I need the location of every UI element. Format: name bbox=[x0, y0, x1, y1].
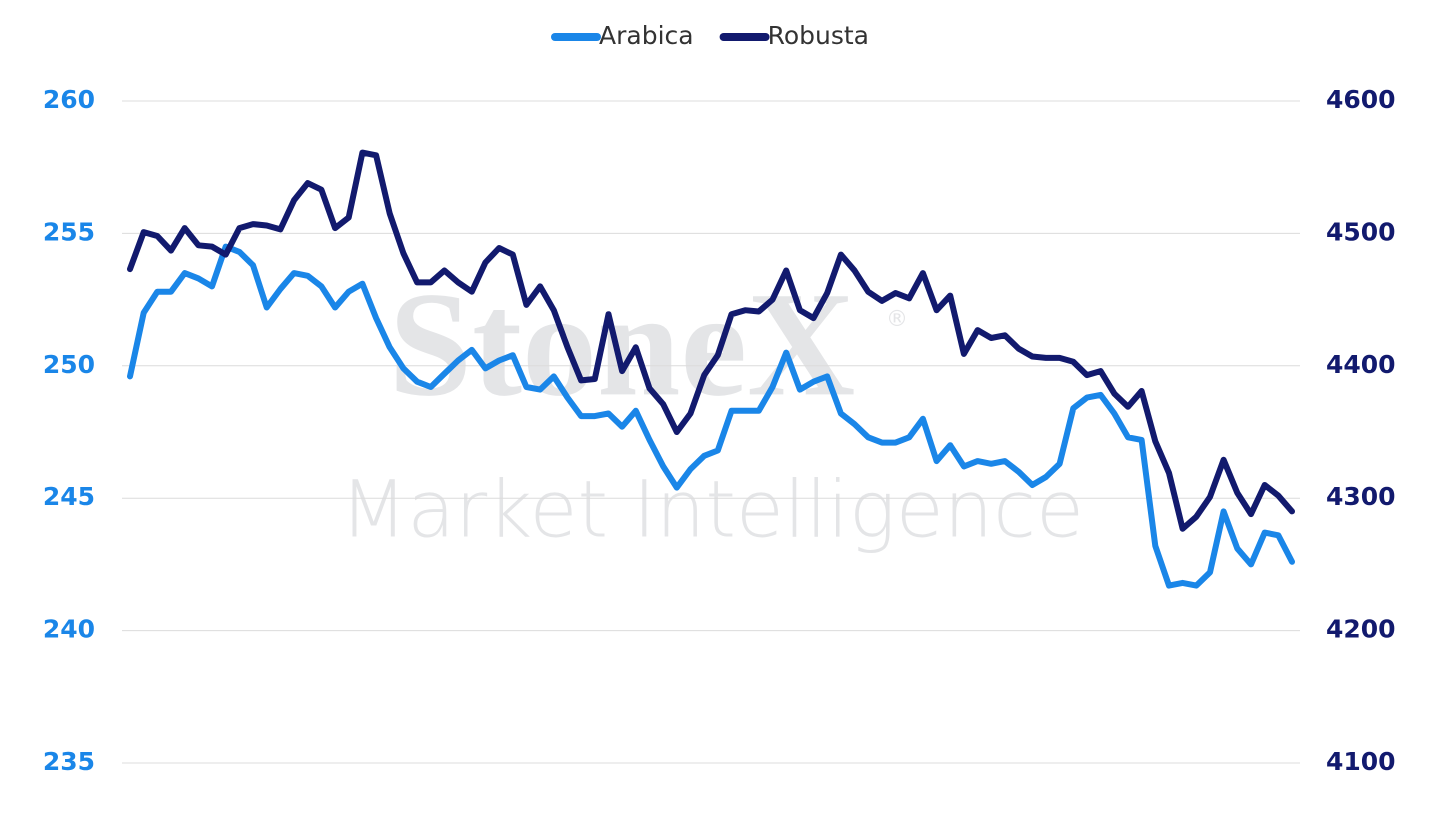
y2-tick-label: 4200 bbox=[1326, 615, 1396, 644]
y-tick-label: 255 bbox=[43, 217, 95, 246]
line bbox=[127, 149, 1295, 532]
y-tick-label: 235 bbox=[43, 747, 95, 776]
y-tick-label: 245 bbox=[43, 482, 95, 511]
line bbox=[127, 243, 1295, 589]
y2-tick-label: 4100 bbox=[1326, 747, 1396, 776]
y2-tick-label: 4500 bbox=[1326, 217, 1396, 246]
y-tick-label: 260 bbox=[43, 85, 95, 114]
y2-tick-label: 4600 bbox=[1326, 85, 1396, 114]
watermark-tagline: Market Intelligence bbox=[340, 466, 1084, 556]
y-tick-label: 250 bbox=[43, 350, 95, 379]
y-tick-label: 240 bbox=[43, 615, 95, 644]
y2-tick-label: 4300 bbox=[1326, 482, 1396, 511]
watermark-registered: ® bbox=[886, 307, 908, 332]
watermark: StoneX ® Market Intelligence bbox=[340, 261, 1084, 555]
legend-label: Arabica bbox=[599, 21, 694, 50]
y2-tick-label: 4400 bbox=[1326, 350, 1396, 379]
legend-label: Robusta bbox=[768, 21, 869, 50]
